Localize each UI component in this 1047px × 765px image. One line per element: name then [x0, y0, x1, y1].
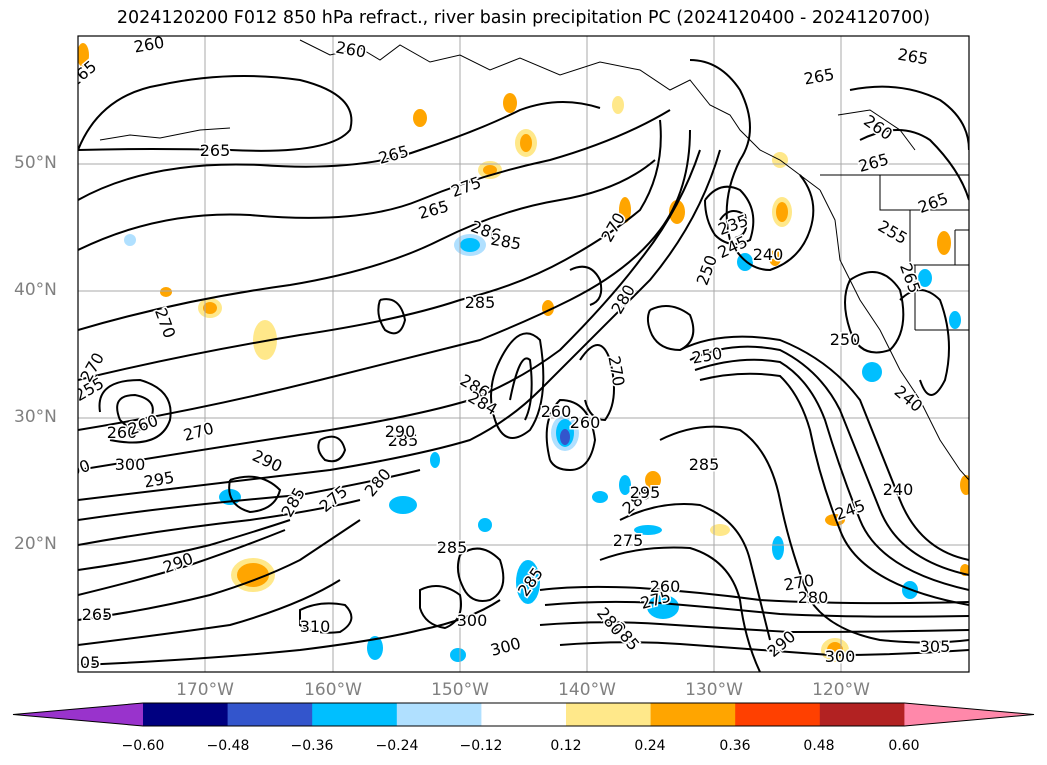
colorbar-tick-label: 0.36	[719, 738, 751, 754]
contour-label: 310	[300, 617, 331, 636]
colorbar-tick-label: 0.48	[803, 738, 835, 754]
contour-label: 285	[689, 455, 720, 474]
lon-label-170w: 170°W	[176, 680, 234, 700]
contour-label: 260	[650, 577, 681, 596]
contour-label: 240	[883, 480, 914, 499]
colorbar-segment	[735, 703, 821, 726]
contour-label: 285	[388, 431, 419, 450]
colorbar-segment	[819, 703, 905, 726]
colorbar-tick-label: −0.60	[121, 738, 165, 754]
lat-label-40n: 40°N	[14, 280, 57, 300]
lon-label-140w: 140°W	[558, 680, 616, 700]
refractivity-contours	[78, 59, 969, 672]
lon-label-150w: 150°W	[431, 680, 489, 700]
contour-label: 260	[132, 33, 165, 57]
colorbar-extend-max	[904, 703, 1034, 726]
contour-label: 260	[107, 423, 138, 442]
map-title: 2024120200 F012 850 hPa refract., river …	[116, 8, 931, 28]
colorbar-segment	[566, 703, 652, 726]
lon-label-120w: 120°W	[812, 680, 870, 700]
contour-label: 305	[70, 653, 101, 672]
colorbar-outline	[12, 702, 1035, 727]
contour-label: 290	[385, 422, 416, 441]
contour-label: 300	[457, 611, 488, 630]
contour-label: 240	[753, 245, 784, 264]
contour-label: 300	[115, 455, 146, 474]
contour-label: 285	[465, 293, 496, 312]
colorbar-segment	[312, 703, 398, 726]
contour-label: 250	[830, 330, 861, 349]
colorbar-tick-label: 0.60	[888, 738, 920, 754]
colorbar-tick-label: −0.24	[375, 738, 419, 754]
contour-label: 285	[437, 538, 468, 557]
lon-label-160w: 160°W	[304, 680, 362, 700]
contour-label: 300	[825, 647, 856, 666]
colorbar-segment	[650, 703, 736, 726]
contour-label: 265	[200, 141, 231, 160]
lat-label-30n: 30°N	[14, 407, 57, 427]
lat-label-50n: 50°N	[14, 153, 57, 173]
lat-label-20n: 20°N	[14, 534, 57, 554]
colorbar-tick-label: −0.48	[206, 738, 250, 754]
contour-label: 295	[630, 483, 661, 502]
colorbar-tick-label: 0.24	[634, 738, 666, 754]
colorbar-extend-min	[13, 703, 143, 726]
colorbar-tick-label: 0.12	[550, 738, 582, 754]
contour-label: 260	[541, 402, 572, 421]
colorbar-segment	[396, 703, 482, 726]
colorbar-segment	[227, 703, 313, 726]
lon-label-130w: 130°W	[685, 680, 743, 700]
contour-label: 260	[334, 38, 367, 62]
contour-label: 305	[920, 637, 951, 656]
contour-label: 280	[798, 588, 829, 607]
contour-label: 265	[82, 605, 113, 624]
colorbar	[12, 702, 1035, 727]
contour-label: 260	[570, 413, 601, 432]
colorbar-tick-label: −0.36	[290, 738, 334, 754]
colorbar-segment	[143, 703, 229, 726]
map-frame	[77, 35, 970, 673]
colorbar-tick-label: −0.12	[459, 738, 503, 754]
colorbar-segment	[481, 703, 567, 726]
contour-label: 275	[613, 531, 644, 550]
